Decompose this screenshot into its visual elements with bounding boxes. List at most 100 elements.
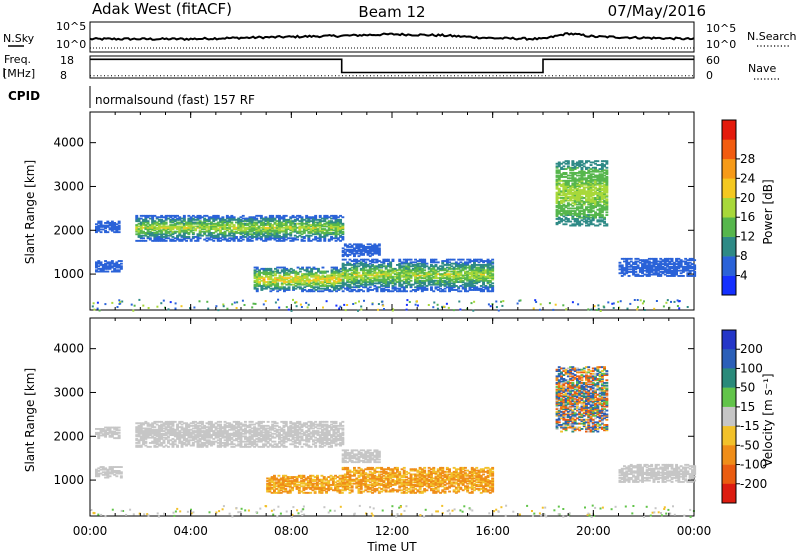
data-cell xyxy=(486,289,490,291)
data-cell xyxy=(436,266,440,269)
data-cell xyxy=(486,286,490,289)
data-cell xyxy=(323,237,327,240)
data-cell xyxy=(142,432,145,435)
data-cell xyxy=(160,236,164,238)
data-cell xyxy=(244,226,247,229)
data-cell xyxy=(686,259,690,262)
data-cell xyxy=(253,275,257,278)
data-cell xyxy=(139,221,143,224)
data-cell xyxy=(603,216,606,219)
data-cell xyxy=(405,282,408,285)
data-cell xyxy=(569,198,573,201)
data-cell xyxy=(473,285,476,287)
data-cell xyxy=(203,438,207,440)
data-cell xyxy=(110,225,114,228)
data-cell xyxy=(182,222,186,225)
data-cell xyxy=(578,183,582,186)
data-cell xyxy=(276,266,280,269)
data-cell xyxy=(693,264,697,267)
data-cell xyxy=(578,223,582,226)
data-cell xyxy=(382,287,386,290)
data-cell xyxy=(359,250,363,252)
data-cell xyxy=(645,268,649,271)
data-cell xyxy=(364,281,368,283)
data-cell xyxy=(594,168,597,170)
ground-scatter-cell xyxy=(577,303,580,306)
data-cell xyxy=(368,269,372,272)
data-cell xyxy=(207,234,211,237)
data-cell xyxy=(317,279,320,282)
data-cell xyxy=(366,271,370,274)
data-cell xyxy=(146,226,150,229)
data-cell xyxy=(491,265,495,268)
data-cell xyxy=(375,260,379,262)
ground-scatter-cell xyxy=(470,302,473,305)
data-cell xyxy=(171,430,175,432)
data-cell xyxy=(221,232,225,234)
data-cell xyxy=(262,222,265,225)
data-cell xyxy=(135,434,139,436)
data-cell xyxy=(248,221,252,224)
data-cell xyxy=(466,258,470,261)
data-cell xyxy=(155,224,159,226)
data-cell xyxy=(262,221,265,224)
data-cell xyxy=(196,222,200,225)
data-cell xyxy=(302,230,306,233)
data-cell xyxy=(106,429,110,432)
data-cell xyxy=(298,222,302,225)
data-cell xyxy=(187,222,191,225)
data-cell xyxy=(113,431,117,434)
data-cell xyxy=(228,226,232,229)
ground-scatter-cell xyxy=(676,299,679,302)
data-cell xyxy=(423,277,427,279)
data-cell xyxy=(482,289,485,291)
data-cell xyxy=(402,258,406,261)
data-cell xyxy=(484,285,488,287)
data-cell xyxy=(171,442,175,444)
data-cell xyxy=(677,267,681,269)
data-cell xyxy=(587,220,591,223)
data-cell xyxy=(420,264,424,266)
data-cell xyxy=(257,225,261,228)
data-cell xyxy=(99,431,103,434)
data-cell xyxy=(171,422,175,425)
data-cell xyxy=(162,225,166,228)
data-cell xyxy=(452,262,456,265)
data-cell xyxy=(104,426,107,429)
data-cell xyxy=(670,273,674,276)
data-cell xyxy=(477,271,481,274)
data-cell xyxy=(291,214,295,217)
data-cell xyxy=(589,195,593,198)
data-cell xyxy=(271,218,275,221)
data-cell xyxy=(241,222,245,225)
data-cell xyxy=(135,431,139,434)
data-cell xyxy=(439,278,442,281)
date-title: 07/May/2016 xyxy=(608,2,706,20)
data-cell xyxy=(643,267,647,269)
data-cell xyxy=(237,221,241,224)
data-cell xyxy=(160,423,164,426)
data-cell xyxy=(203,439,207,442)
data-cell xyxy=(398,290,402,293)
data-cell xyxy=(343,269,347,272)
data-cell xyxy=(101,228,105,231)
data-cell xyxy=(366,247,370,250)
data-cell xyxy=(382,285,386,287)
data-cell xyxy=(178,232,182,234)
data-cell xyxy=(605,199,609,202)
data-cell xyxy=(191,432,195,435)
data-cell xyxy=(470,279,474,282)
data-cell xyxy=(196,444,200,447)
data-cell xyxy=(580,207,584,210)
data-cell xyxy=(366,264,370,266)
data-cell xyxy=(594,212,597,215)
data-cell xyxy=(668,260,672,263)
data-cell xyxy=(377,252,381,255)
data-cell xyxy=(409,270,413,273)
data-cell xyxy=(600,219,604,222)
data-cell xyxy=(221,233,225,236)
data-cell xyxy=(182,230,186,233)
data-cell xyxy=(564,204,568,207)
data-cell xyxy=(359,261,363,264)
data-cell xyxy=(605,178,609,181)
